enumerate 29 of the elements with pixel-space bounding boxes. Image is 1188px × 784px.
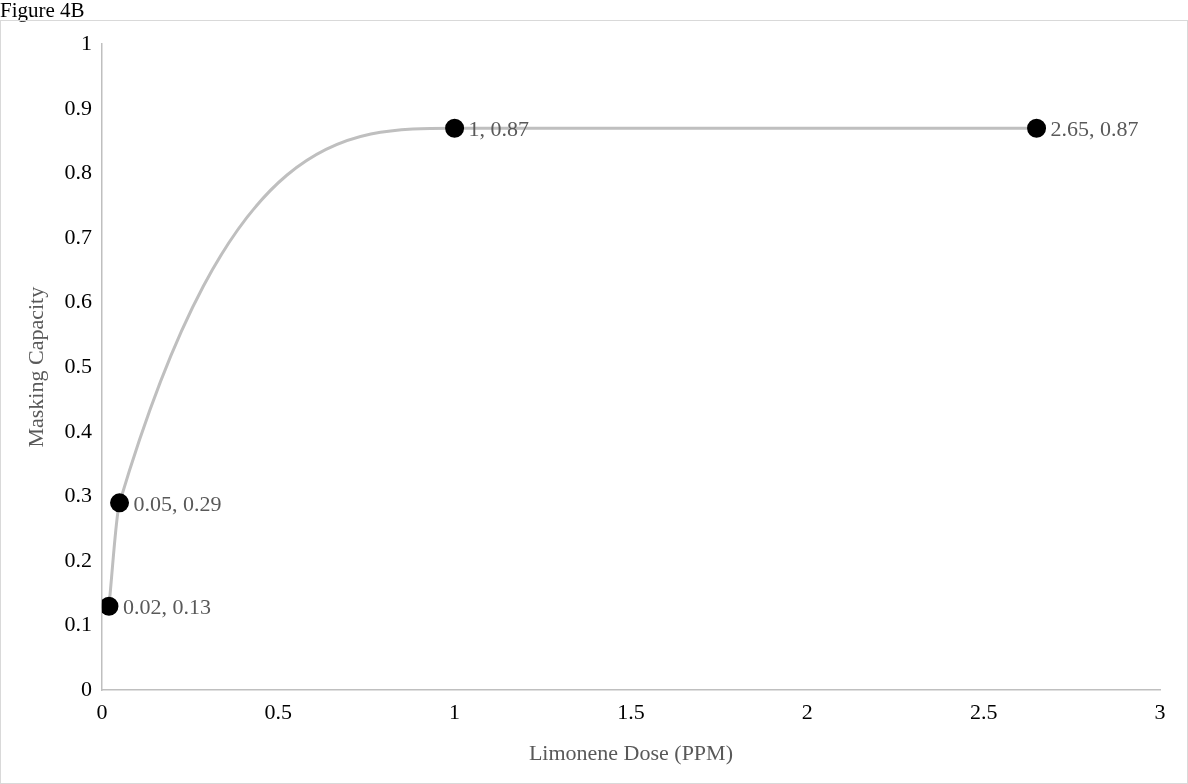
y-tick-label: 0.7 — [64, 223, 92, 249]
y-tick-label: 0.8 — [64, 159, 92, 185]
x-tick-label: 2 — [801, 699, 813, 725]
point — [110, 493, 130, 513]
chart-title: Figure 4B — [0, 0, 85, 23]
data-label: 0.05, 0.29 — [133, 490, 222, 516]
point — [1027, 118, 1047, 138]
x-tick-label: 0.5 — [264, 699, 292, 725]
y-tick-label: 0.5 — [64, 352, 92, 378]
x-axis-title: Limonene Dose (PPM) — [528, 739, 733, 765]
y-tick-label: 0.9 — [64, 94, 92, 120]
x-tick-label: 1 — [449, 699, 461, 725]
y-tick-label: 0.6 — [64, 288, 92, 314]
data-label: 2.65, 0.87 — [1050, 115, 1139, 141]
x-tick-label: 3 — [1154, 699, 1166, 725]
data-label: 0.02, 0.13 — [122, 594, 211, 619]
y-tick-label: 0.3 — [64, 482, 92, 508]
y-tick-label: 0.4 — [64, 417, 92, 443]
y-tick-label: 0.2 — [64, 546, 92, 572]
point — [101, 596, 119, 616]
data-label: 1, 0.87 — [468, 115, 530, 141]
x-tick-label: 0 — [96, 699, 108, 725]
y-tick-label: 0 — [80, 675, 92, 701]
x-tick-label: 2.5 — [969, 699, 998, 725]
y-axis-title: Masking Capacity — [22, 286, 48, 448]
point — [445, 118, 465, 138]
y-tick-label: 1 — [80, 29, 92, 55]
y-tick-label: 0.1 — [64, 611, 92, 637]
x-tick-label: 1.5 — [617, 699, 645, 725]
